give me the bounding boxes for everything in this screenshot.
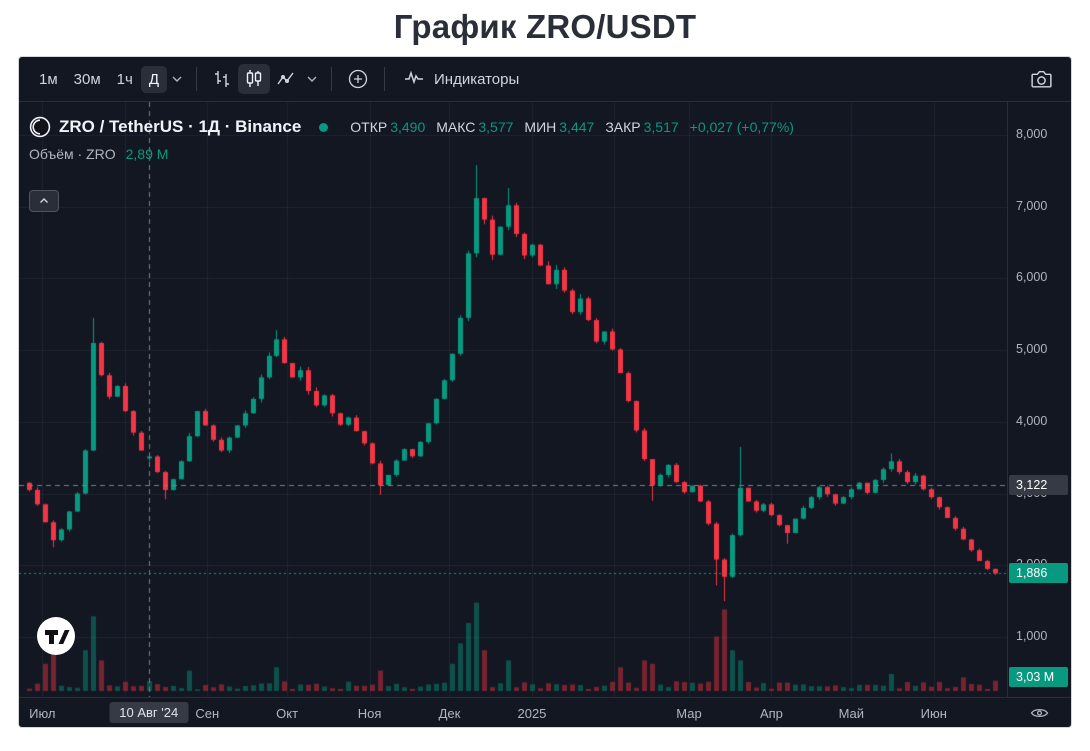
interval-dropdown-chevron-icon[interactable] <box>167 69 187 89</box>
compare-add-icon[interactable] <box>341 63 375 95</box>
candles-style-icon[interactable] <box>238 64 270 94</box>
indicators-button-label: Индикаторы <box>434 70 520 88</box>
chart-body: ZRO / TetherUS · 1Д · Binance ОТКР 3,490… <box>19 102 1071 697</box>
bars-style-icon[interactable] <box>206 64 238 94</box>
chart-legend: ZRO / TetherUS · 1Д · Binance ОТКР 3,490… <box>29 116 794 162</box>
price-tick: 5,000 <box>1016 342 1048 357</box>
market-status-dot[interactable] <box>319 122 329 132</box>
chart-toolbar: 1м 30м 1ч Д Индикаторы <box>19 57 1071 102</box>
interval-1m-button[interactable]: 1м <box>31 66 66 93</box>
camera-snapshot-icon[interactable] <box>1024 63 1059 96</box>
toolbar-separator <box>331 67 332 91</box>
high-value: 3,577 <box>478 119 514 135</box>
time-axis[interactable]: Июл 10 Авг '24 Сен Окт Ноя Дек 2025 Мар Апр Май Ию… <box>19 697 1071 727</box>
crosshair-price-badge: 3,122 <box>1009 474 1068 495</box>
time-axis-label: Мар <box>676 706 702 721</box>
style-dropdown-chevron-icon[interactable] <box>302 69 322 89</box>
time-axis-label: Июн <box>920 706 947 721</box>
time-axis-settings-icon[interactable] <box>1030 706 1049 723</box>
price-tick: 7,000 <box>1016 198 1048 213</box>
area-style-icon[interactable] <box>270 64 302 94</box>
last-price-badge: 1,886 <box>1009 563 1068 584</box>
zro-logo-icon <box>29 116 51 138</box>
price-axis[interactable]: 8,0007,0006,0005,0004,0003,0002,0001,000… <box>1007 102 1071 697</box>
time-axis-label: Апр <box>759 706 783 721</box>
interval-1h-button[interactable]: 1ч <box>109 66 141 93</box>
crosshair-date-label: 10 Авг '24 <box>109 702 189 723</box>
last-volume-badge: 3,03 М <box>1009 667 1068 687</box>
tradingview-chart-widget: 1м 30м 1ч Д Индикаторы <box>18 56 1072 728</box>
low-label: МИН <box>524 119 557 135</box>
time-axis-label: Окт <box>276 706 299 721</box>
time-axis-label: Июл <box>29 706 56 721</box>
close-value: 3,517 <box>643 119 679 135</box>
high-label: МАКС <box>436 119 476 135</box>
interval-1d-button[interactable]: Д <box>140 65 167 93</box>
candlestick-chart-canvas[interactable] <box>19 102 1007 697</box>
indicators-button[interactable]: Индикаторы <box>394 60 527 98</box>
time-axis-label: Сен <box>195 706 220 721</box>
open-value: 3,490 <box>390 119 426 135</box>
time-axis-label: Май <box>838 706 865 721</box>
toolbar-separator <box>196 67 197 91</box>
symbol-title[interactable]: ZRO / TetherUS · 1Д · Binance <box>59 117 302 136</box>
price-tick: 8,000 <box>1016 127 1048 141</box>
price-tick: 1,000 <box>1016 629 1048 643</box>
interval-30m-button[interactable]: 30м <box>66 66 109 93</box>
ohlc-values: ОТКР 3,490 МАКС 3,577 МИН 3,447 ЗАКР 3,5… <box>342 119 794 135</box>
price-tick: 4,000 <box>1016 413 1048 428</box>
indicators-icon <box>402 65 426 93</box>
time-axis-label: Дек <box>438 706 461 721</box>
close-label: ЗАКР <box>605 119 641 135</box>
volume-value: 2,89 М <box>125 146 169 162</box>
tradingview-logo[interactable] <box>37 617 75 655</box>
time-axis-label: 2025 <box>517 706 547 721</box>
toolbar-separator <box>384 67 385 91</box>
open-label: ОТКР <box>350 119 388 135</box>
volume-label: Объём · ZRO <box>29 146 116 162</box>
low-value: 3,447 <box>559 119 595 135</box>
time-axis-label: Ноя <box>357 706 382 721</box>
price-tick: 6,000 <box>1016 270 1048 285</box>
page-title: График ZRO/USDT <box>393 8 697 45</box>
change-value: +0,027 (+0,77%) <box>689 119 794 135</box>
legend-collapse-button[interactable] <box>29 190 59 212</box>
